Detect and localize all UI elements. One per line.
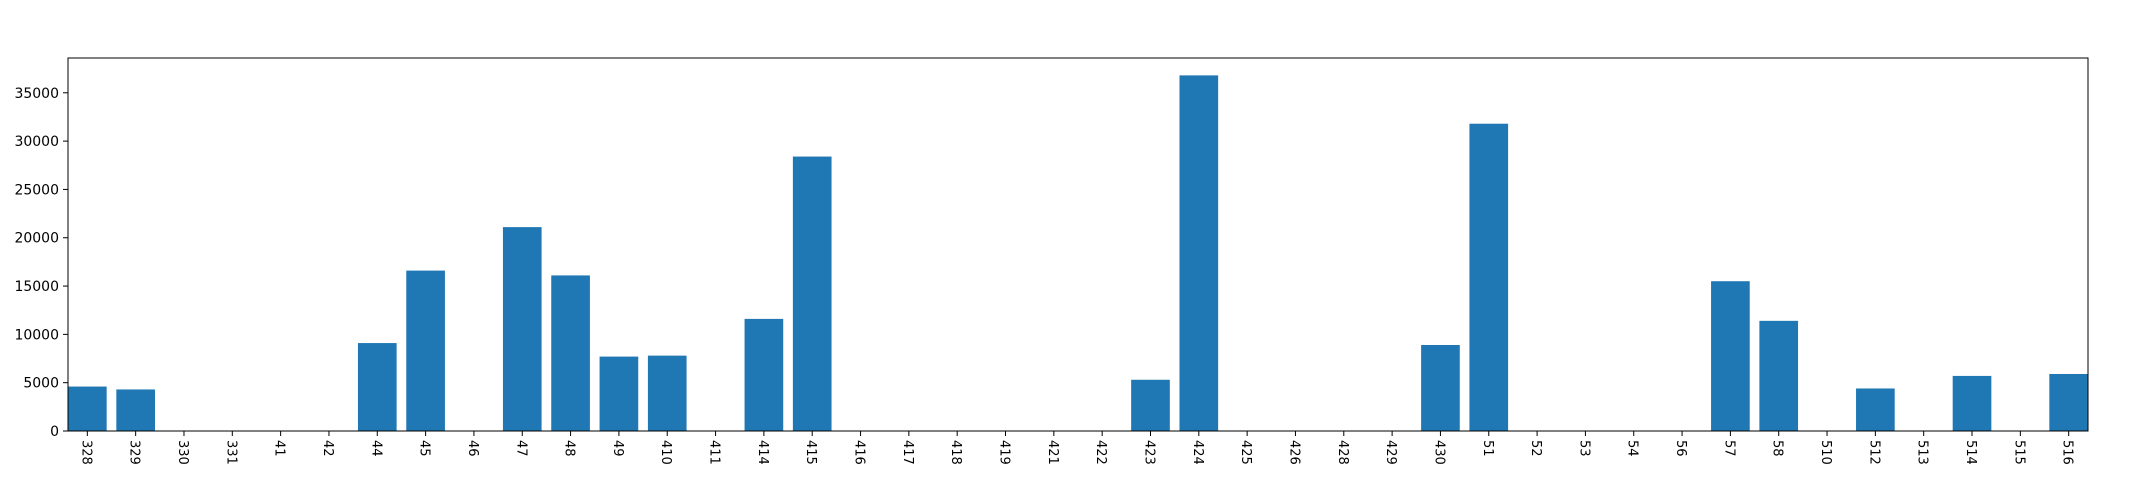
axes-frame (67, 57, 2089, 432)
x-tick-label: 510 (1818, 440, 1833, 465)
bar-423 (1131, 379, 1170, 431)
x-tick-label: 48 (562, 440, 577, 457)
x-tick-label: 429 (1383, 440, 1398, 465)
y-tick-label: 35000 (14, 86, 59, 102)
x-tick-label: 410 (658, 440, 673, 465)
bar-49 (599, 356, 639, 431)
plot-area (67, 57, 2089, 432)
y-tick-label: 10000 (14, 327, 59, 343)
x-tick-label: 512 (1866, 440, 1881, 465)
x-tick-label: 47 (513, 440, 528, 457)
x-tick-label: 54 (1625, 440, 1640, 457)
x-tick-label: 414 (755, 440, 770, 465)
x-tick-label: 49 (610, 440, 625, 457)
bar-410 (647, 355, 687, 431)
bar-58 (1759, 320, 1799, 431)
x-tick-label: 424 (1190, 440, 1205, 465)
y-tick-label: 15000 (14, 279, 59, 295)
bar-414 (744, 318, 784, 431)
x-tick-label: 515 (2011, 440, 2026, 465)
x-tick-label: 58 (1770, 440, 1785, 457)
x-tick-label: 430 (1431, 440, 1446, 465)
x-tick-label: 331 (223, 440, 238, 465)
y-tick-label: 5000 (23, 376, 59, 392)
x-tick-label: 44 (368, 440, 383, 457)
x-tick-label: 514 (1963, 440, 1978, 465)
bar-512 (1856, 388, 1895, 431)
x-tick-label: 330 (175, 440, 190, 465)
bar-329 (116, 389, 155, 431)
bars-group (68, 75, 2088, 432)
bar-415 (792, 156, 832, 431)
x-axis: 328 329 330 331 41 42 44 45 46 47 48 49 410 411 414 415… (78, 431, 2075, 465)
x-tick-label: 45 (417, 440, 432, 457)
x-tick-label: 426 (1286, 440, 1301, 465)
x-tick-label: 56 (1673, 440, 1688, 457)
x-tick-label: 41 (272, 440, 287, 457)
y-tick-label: 30000 (14, 134, 59, 150)
x-tick-label: 516 (2060, 440, 2075, 465)
bar-516 (2049, 373, 2088, 431)
x-tick-label: 421 (1045, 440, 1060, 465)
bar-48 (551, 275, 590, 431)
bar-430 (1421, 345, 1460, 431)
x-tick-label: 46 (465, 440, 480, 457)
bar-57 (1711, 281, 1750, 431)
x-tick-label: 415 (803, 440, 818, 465)
x-tick-label: 52 (1528, 440, 1543, 457)
x-tick-label: 418 (948, 440, 963, 465)
bar-424 (1179, 75, 1219, 431)
x-tick-label: 419 (997, 440, 1012, 465)
x-tick-label: 422 (1093, 440, 1108, 465)
x-tick-label: 42 (320, 440, 335, 457)
x-tick-label: 428 (1335, 440, 1350, 465)
bar-51 (1469, 123, 1509, 432)
x-tick-label: 425 (1238, 440, 1253, 465)
bar-47 (502, 227, 542, 431)
y-tick-label: 25000 (14, 182, 59, 198)
x-tick-label: 53 (1576, 440, 1591, 457)
bar-44 (357, 343, 397, 431)
x-tick-label: 328 (78, 440, 93, 465)
bar-514 (1952, 375, 1992, 431)
x-tick-label: 411 (707, 440, 722, 465)
y-axis: 0 5000 10000 15000 20000 25000 30000 35000 (14, 86, 68, 440)
bar-328 (68, 386, 107, 431)
x-tick-label: 416 (852, 440, 867, 465)
x-tick-label: 57 (1721, 440, 1736, 457)
x-tick-label: 51 (1480, 440, 1495, 457)
x-tick-label: 329 (127, 440, 142, 465)
y-tick-label: 20000 (14, 231, 59, 247)
x-tick-label: 513 (1915, 440, 1930, 465)
y-tick-label: 0 (50, 424, 59, 440)
x-tick-label: 417 (900, 440, 915, 465)
bar-45 (406, 270, 445, 431)
x-tick-label: 423 (1141, 440, 1156, 465)
